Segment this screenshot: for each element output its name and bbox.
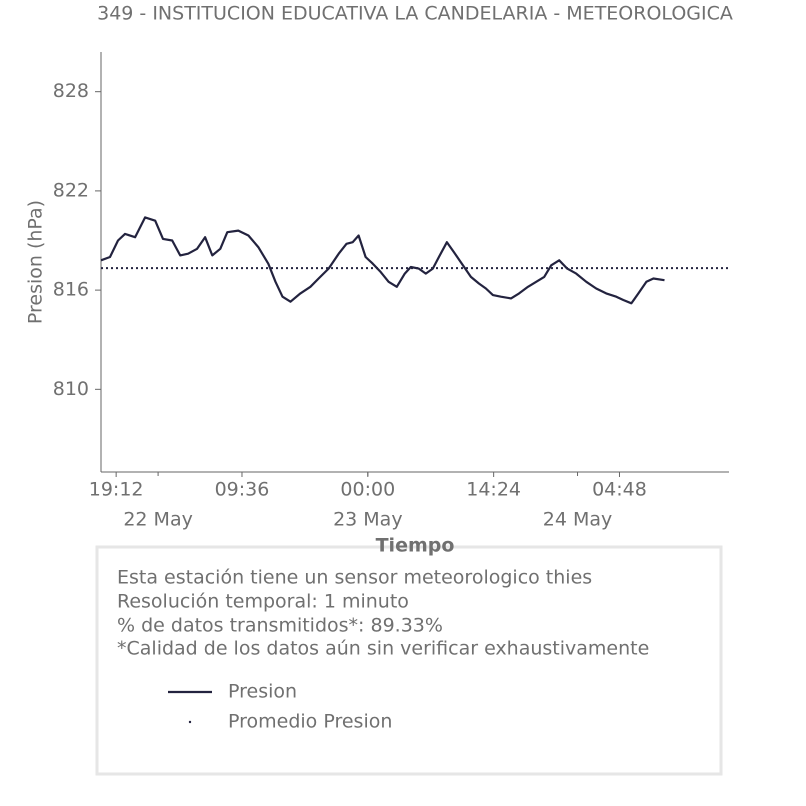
- y-tick-label: 822: [53, 179, 89, 201]
- legend-label: Promedio Presion: [228, 711, 392, 733]
- info-line: % de datos transmitidos*: 89.33%: [117, 615, 443, 637]
- x-tick-label: 04:48: [592, 479, 647, 501]
- info-line: *Calidad de los datos aún sin verificar …: [117, 638, 649, 660]
- series-line: [100, 216, 665, 305]
- x-tick-label: 00:00: [340, 479, 395, 501]
- info-box: [95, 545, 723, 776]
- date-tick-label: 24 May: [543, 509, 613, 531]
- date-tick-label: 22 May: [123, 509, 193, 531]
- x-tick-label: 19:12: [89, 479, 144, 501]
- y-axis-label: Presion (hPa): [25, 200, 47, 324]
- date-tick-label: 23 May: [333, 509, 403, 531]
- info-line: Esta estación tiene un sensor meteorolog…: [117, 567, 592, 589]
- x-axis-label: Tiempo: [376, 535, 455, 557]
- info-line: Resolución temporal: 1 minuto: [117, 591, 409, 613]
- y-tick-label: 810: [53, 378, 89, 400]
- y-tick-label: 828: [53, 80, 89, 102]
- legend-label: Presion: [228, 681, 297, 703]
- legend-swatch: [188, 720, 192, 724]
- y-tick-label: 816: [53, 279, 89, 301]
- chart-title: 349 - INSTITUCION EDUCATIVA LA CANDELARI…: [97, 3, 733, 25]
- x-tick-label: 14:24: [466, 479, 521, 501]
- x-tick-label: 09:36: [215, 479, 270, 501]
